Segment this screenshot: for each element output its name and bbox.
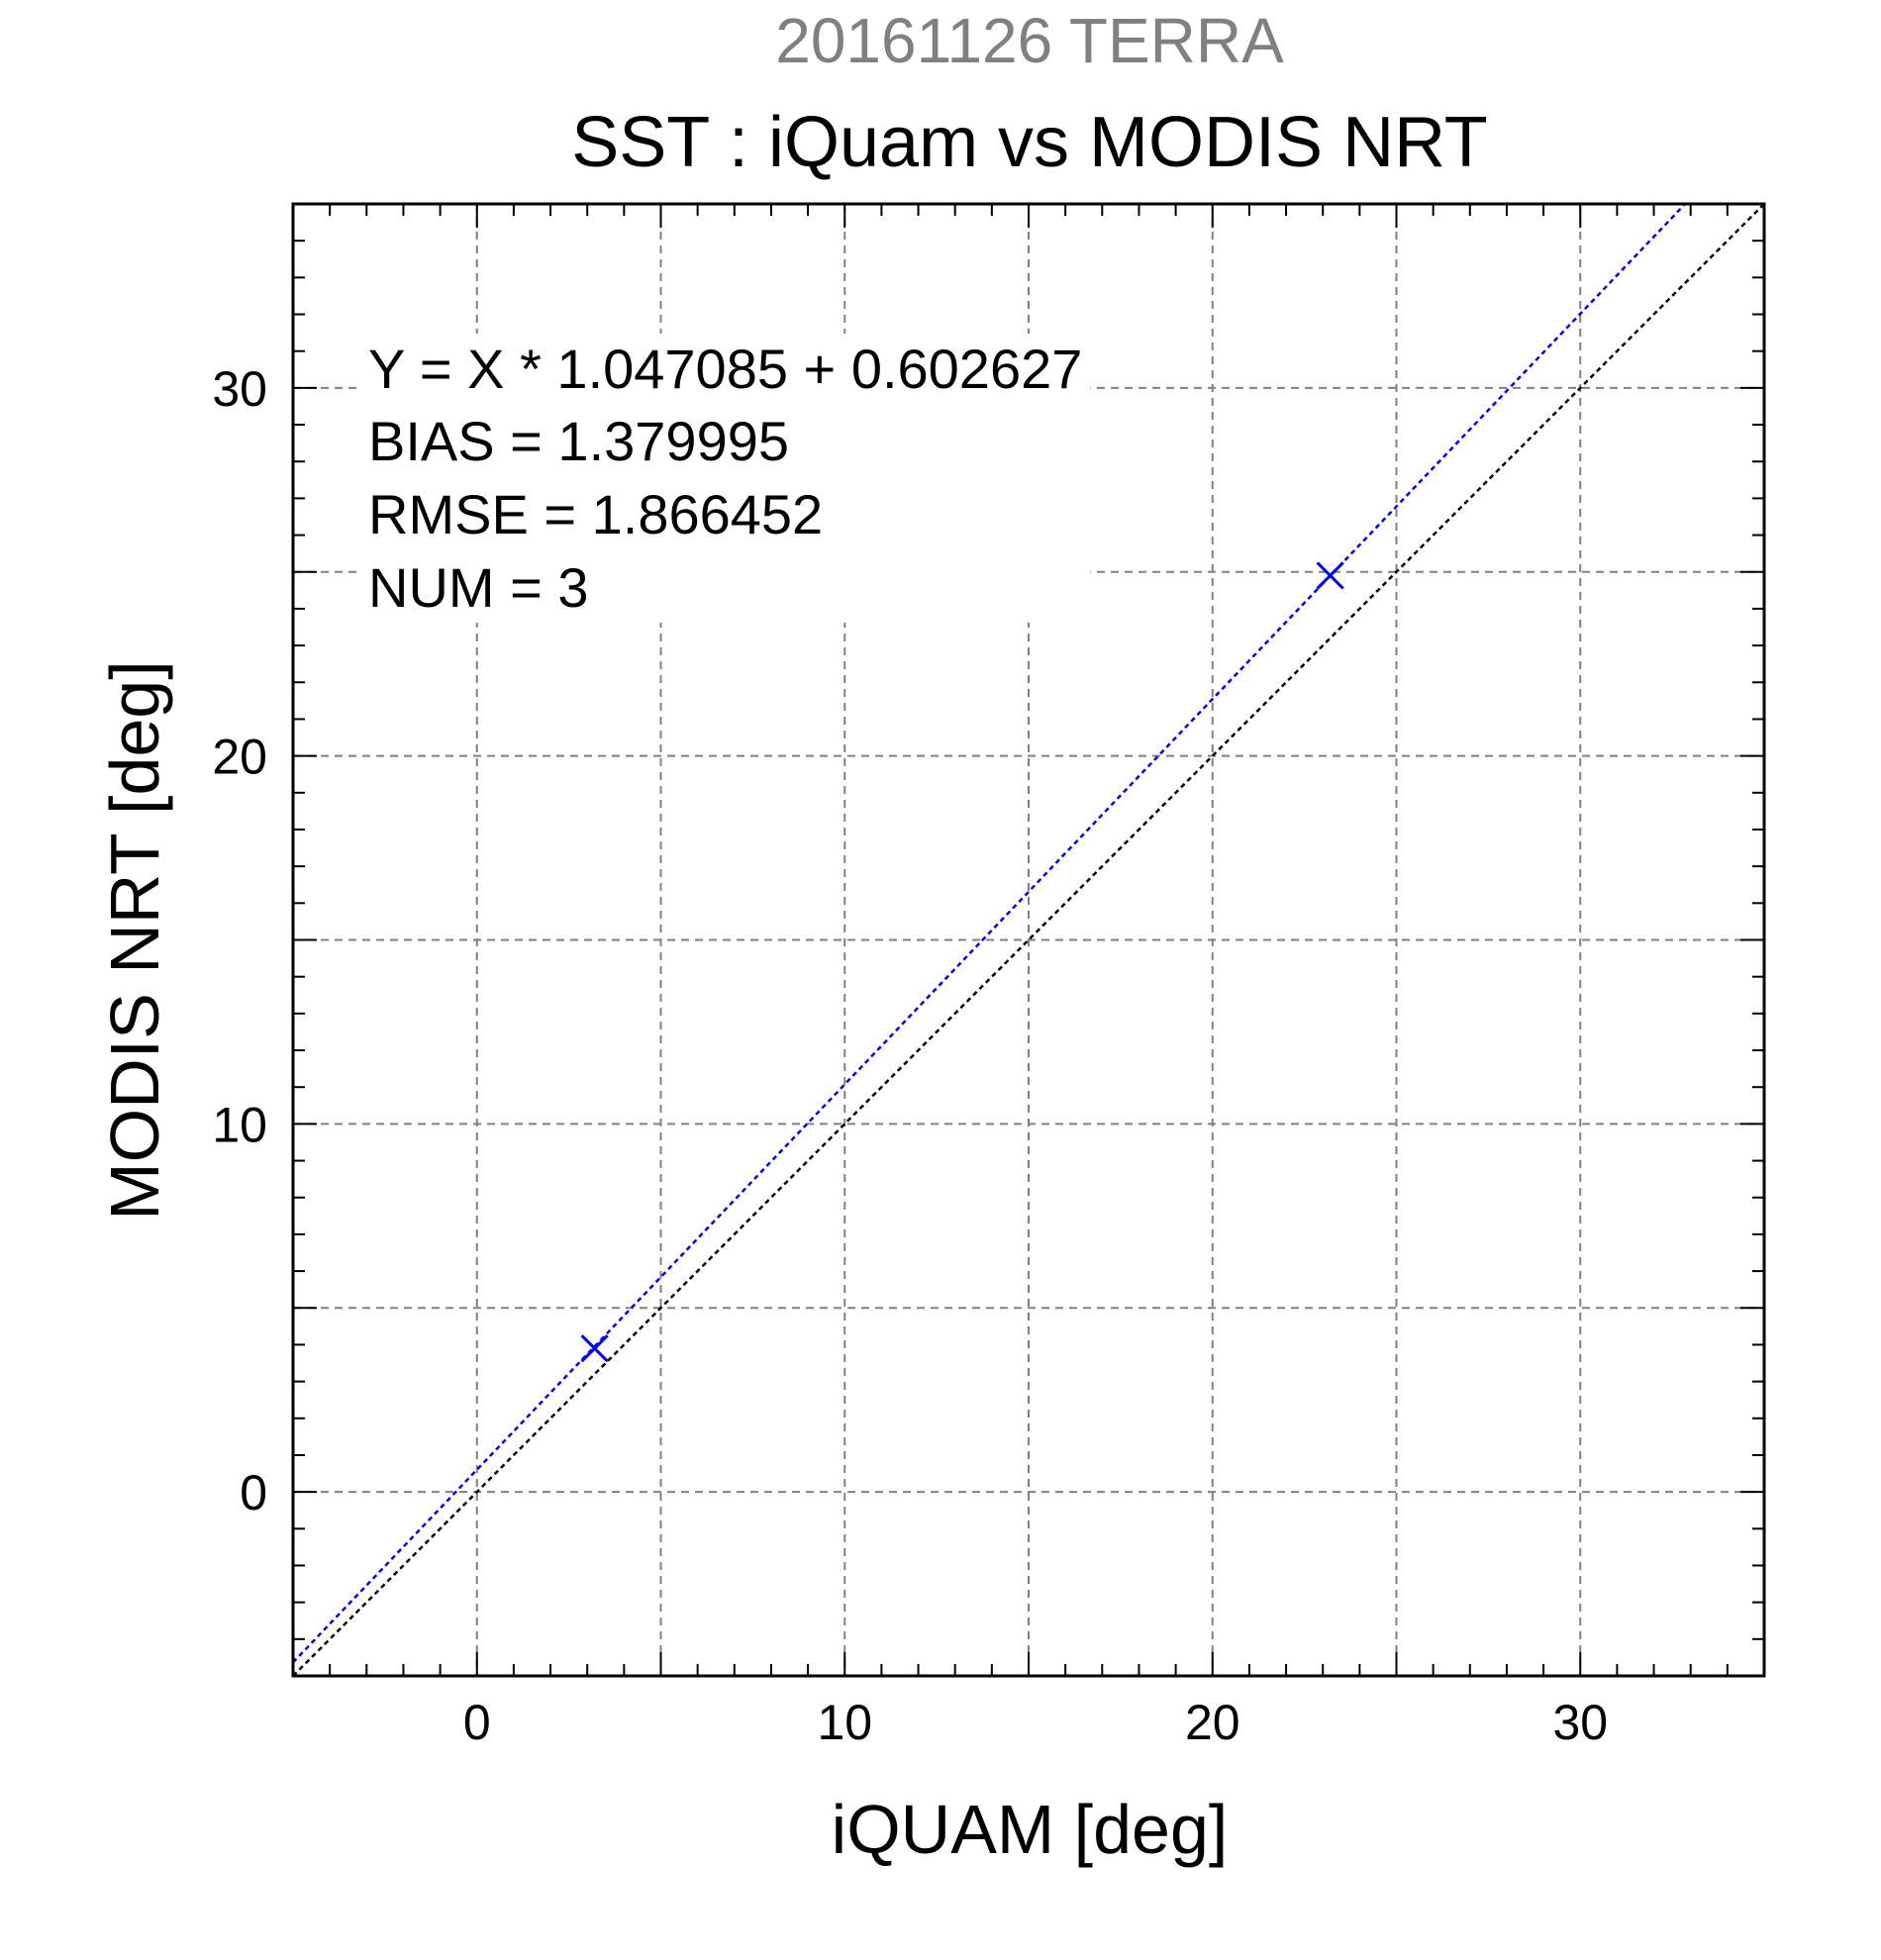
regression-fit-line — [292, 203, 1687, 1664]
data-point — [580, 1334, 609, 1363]
stat-num: NUM = 3 — [368, 556, 589, 619]
x-axis-label: iQUAM [deg] — [832, 1791, 1229, 1868]
x-tick-label: 30 — [1552, 1695, 1608, 1750]
data-points — [580, 561, 1344, 1363]
grid — [293, 204, 1764, 1676]
x-tick-label: 10 — [817, 1695, 872, 1750]
tick-labels: 0 10 20 30 0 10 20 30 — [212, 361, 1608, 1750]
chart-title: SST : iQuam vs MODIS NRT — [571, 103, 1488, 182]
x-tick-label: 20 — [1185, 1695, 1240, 1750]
x-tick-label: 0 — [463, 1695, 491, 1750]
reference-lines — [292, 203, 1765, 1677]
stat-regression-equation: Y = X * 1.047085 + 0.602627 — [368, 338, 1082, 400]
y-tick-label: 30 — [212, 361, 267, 417]
minor-ticks — [293, 204, 1764, 1676]
stats-annotation: Y = X * 1.047085 + 0.602627 BIAS = 1.379… — [360, 334, 1091, 623]
data-point — [1316, 561, 1344, 590]
plot-frame — [291, 202, 1766, 1678]
data-point-stroke — [580, 1334, 609, 1363]
data-point-stroke — [1316, 561, 1344, 590]
y-tick-label: 10 — [212, 1097, 267, 1152]
chart-supertitle: 20161126 TERRA — [775, 5, 1284, 76]
y-tick-label: 20 — [212, 730, 267, 785]
stat-bias: BIAS = 1.379995 — [368, 410, 789, 472]
stat-rmse: RMSE = 1.866452 — [368, 483, 823, 545]
y-axis-label: MODIS NRT [deg] — [96, 660, 173, 1220]
y-tick-label: 0 — [240, 1465, 267, 1520]
stats-background — [360, 334, 1091, 623]
